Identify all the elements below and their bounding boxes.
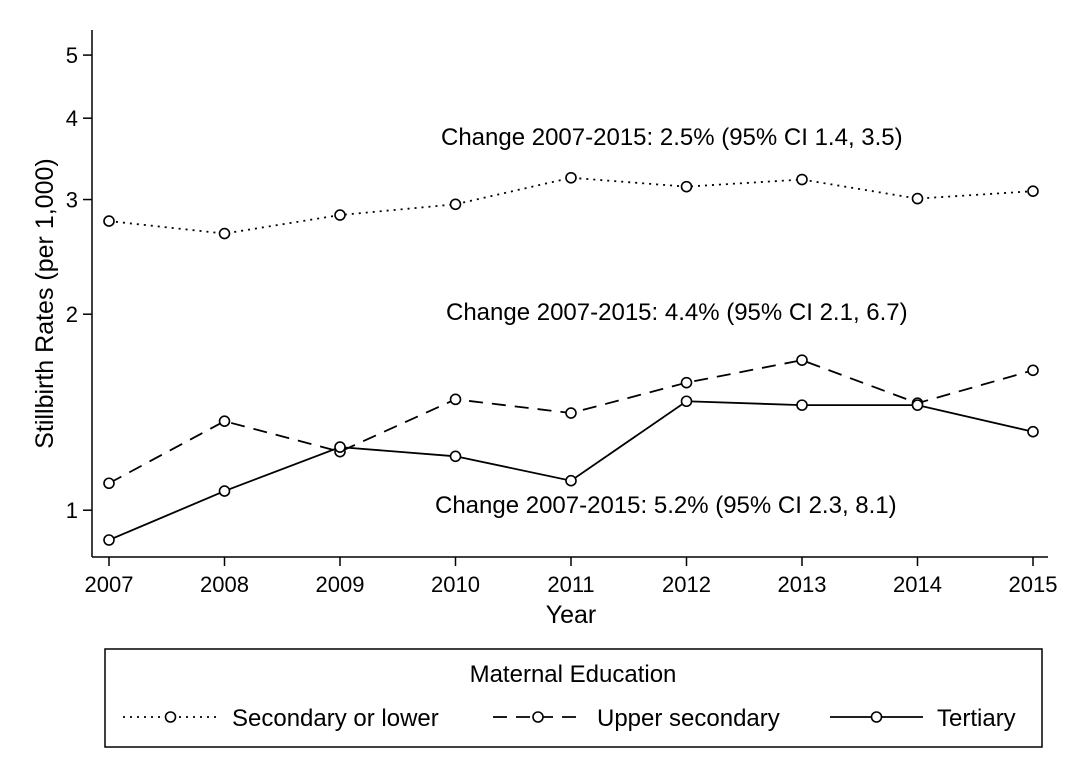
x-tick-label: 2009 xyxy=(316,572,365,597)
data-point-tertiary xyxy=(796,399,808,411)
data-point-secondary-or-lower xyxy=(565,171,577,184)
series-tertiary xyxy=(103,395,1039,546)
annotation-upper-secondary: Change 2007-2015: 4.4% (95% CI 2.1, 6.7) xyxy=(446,299,908,326)
series-line-upper-secondary xyxy=(108,359,1034,485)
data-point-upper-secondary xyxy=(218,415,231,427)
legend-swatch-marker xyxy=(164,711,177,723)
y-ticks: 1 2 3 4 5 xyxy=(66,43,92,523)
data-point-secondary-or-lower xyxy=(334,209,346,221)
series-layer xyxy=(103,171,1039,546)
data-point-tertiary xyxy=(565,474,577,487)
x-tick-label: 2011 xyxy=(547,572,594,597)
legend-item-secondary-or-lower: Secondary or lower xyxy=(123,705,439,732)
legend-swatch-marker xyxy=(532,711,544,723)
x-axis-title: Year xyxy=(546,601,597,629)
data-point-tertiary xyxy=(449,450,462,463)
legend-title: Maternal Education xyxy=(470,661,677,688)
x-tick-label: 2012 xyxy=(662,572,711,597)
x-tick-label: 2013 xyxy=(778,572,827,597)
x-ticks: 2007 2008 2009 2010 2011 2012 2013 2014 2015 xyxy=(85,557,1058,597)
data-point-secondary-or-lower xyxy=(103,215,115,227)
data-point-upper-secondary xyxy=(103,477,115,490)
data-point-secondary-or-lower xyxy=(218,227,231,240)
data-point-secondary-or-lower xyxy=(911,192,924,205)
data-point-secondary-or-lower xyxy=(449,198,462,211)
series-line-secondary-or-lower xyxy=(108,176,1034,235)
x-tick-label: 2015 xyxy=(1009,572,1058,597)
legend-item-upper-secondary: Upper secondary xyxy=(493,705,780,732)
data-point-tertiary xyxy=(1027,425,1039,438)
data-point-tertiary xyxy=(218,485,231,497)
series-line-tertiary xyxy=(108,400,1034,541)
legend-item-tertiary: Tertiary xyxy=(830,705,1016,732)
annotations: Change 2007-2015: 2.5% (95% CI 1.4, 3.5)… xyxy=(435,124,908,519)
data-point-upper-secondary xyxy=(565,407,577,419)
legend-items: Secondary or lower Upper secondary Tertiar… xyxy=(123,705,1016,732)
series-upper-secondary xyxy=(103,354,1039,490)
data-point-tertiary xyxy=(911,399,924,411)
legend: Maternal Education Secondary or lower Upp… xyxy=(104,648,1043,748)
y-tick-label: 1 xyxy=(66,498,78,523)
y-tick-label: 4 xyxy=(66,106,78,131)
y-axis-title: Stillbirth Rates (per 1,000) xyxy=(31,158,59,448)
annotation-secondary: Change 2007-2015: 2.5% (95% CI 1.4, 3.5) xyxy=(441,124,903,151)
y-tick-label: 5 xyxy=(66,43,78,68)
x-tick-label: 2014 xyxy=(893,572,942,597)
annotation-tertiary: Change 2007-2015: 5.2% (95% CI 2.3, 8.1) xyxy=(435,492,897,519)
data-point-upper-secondary xyxy=(796,354,808,366)
y-tick-label: 3 xyxy=(66,188,78,213)
x-tick-label: 2008 xyxy=(200,572,249,597)
series-secondary-or-lower xyxy=(103,171,1039,240)
data-point-secondary-or-lower xyxy=(796,173,808,186)
x-tick-label: 2007 xyxy=(85,572,134,597)
legend-swatch-marker xyxy=(870,711,883,723)
data-point-upper-secondary xyxy=(449,393,462,406)
data-point-tertiary xyxy=(334,441,346,453)
data-point-secondary-or-lower xyxy=(1027,185,1039,197)
legend-label: Tertiary xyxy=(937,705,1016,732)
data-point-upper-secondary xyxy=(1027,364,1039,377)
data-point-upper-secondary xyxy=(680,376,693,389)
data-point-tertiary xyxy=(680,395,693,408)
data-point-secondary-or-lower xyxy=(680,180,693,193)
legend-label: Secondary or lower xyxy=(232,705,439,732)
y-tick-label: 2 xyxy=(66,302,78,327)
legend-label: Upper secondary xyxy=(597,705,780,732)
legend-box xyxy=(104,648,1043,748)
x-tick-label: 2010 xyxy=(431,572,480,597)
data-point-tertiary xyxy=(103,534,115,546)
